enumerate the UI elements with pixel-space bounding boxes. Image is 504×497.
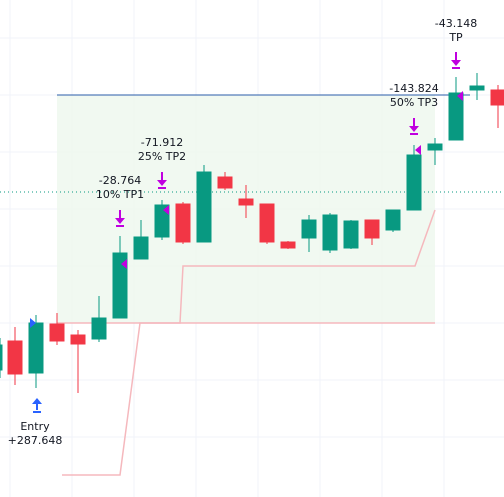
exit-label: TP — [448, 31, 463, 44]
exit-value: -43.148 — [435, 17, 477, 30]
exit-value: -143.824 — [389, 82, 438, 95]
trailing-stop — [62, 209, 436, 476]
exit-value: -28.764 — [99, 174, 141, 187]
exit-value: -71.912 — [141, 136, 183, 149]
exit-label: 25% TP2 — [138, 150, 186, 163]
trade-markers — [30, 91, 463, 328]
exit-label: 50% TP3 — [390, 96, 438, 109]
candles — [0, 73, 504, 393]
entry-label: Entry — [20, 420, 50, 433]
exit-arrows — [115, 52, 461, 227]
entry-value: +287.648 — [8, 434, 63, 447]
exit-label: 10% TP1 — [96, 188, 144, 201]
entry-arrow — [32, 398, 42, 413]
